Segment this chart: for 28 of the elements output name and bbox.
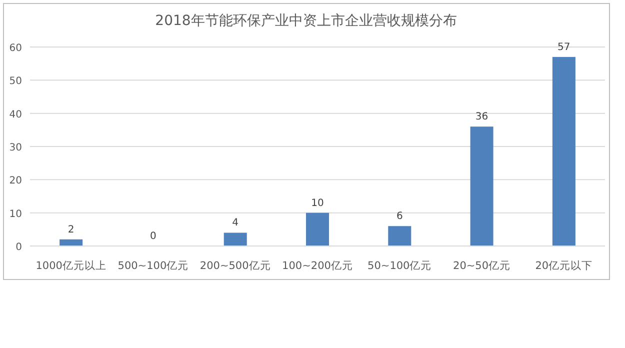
- data-label: 10: [311, 198, 324, 209]
- bar: [470, 126, 494, 246]
- y-tick-label: 10: [9, 208, 22, 220]
- y-tick-label: 40: [9, 109, 22, 120]
- data-label: 36: [475, 112, 488, 123]
- x-tick-label: 20~50亿元: [453, 260, 511, 272]
- x-tick-label: 50~100亿元: [368, 260, 432, 272]
- data-label: 4: [232, 218, 239, 229]
- x-tick-label: 100~200亿元: [282, 260, 353, 272]
- bar: [306, 212, 329, 246]
- data-label: 2: [68, 224, 74, 236]
- data-label: 6: [396, 211, 403, 222]
- y-tick-label: 0: [16, 242, 22, 253]
- bar: [388, 226, 412, 246]
- y-tick-label: 30: [9, 142, 22, 154]
- chart-title: 2018年节能环保产业中资上市企业营收规模分布: [155, 13, 457, 29]
- x-tick-label: 20亿元以下: [535, 259, 593, 272]
- data-label: 57: [558, 42, 570, 53]
- bar: [552, 56, 576, 246]
- y-tick-label: 20: [9, 176, 22, 187]
- y-tick-label: 60: [9, 43, 22, 54]
- data-label: 0: [150, 231, 156, 242]
- y-tick-label: 50: [9, 76, 22, 88]
- bar: [224, 232, 247, 246]
- x-tick-label: 1000亿元以上: [36, 259, 106, 272]
- bar: [60, 239, 83, 246]
- x-tick-label: 200~500亿元: [200, 260, 271, 272]
- x-tick-label: 500~100亿元: [118, 260, 189, 272]
